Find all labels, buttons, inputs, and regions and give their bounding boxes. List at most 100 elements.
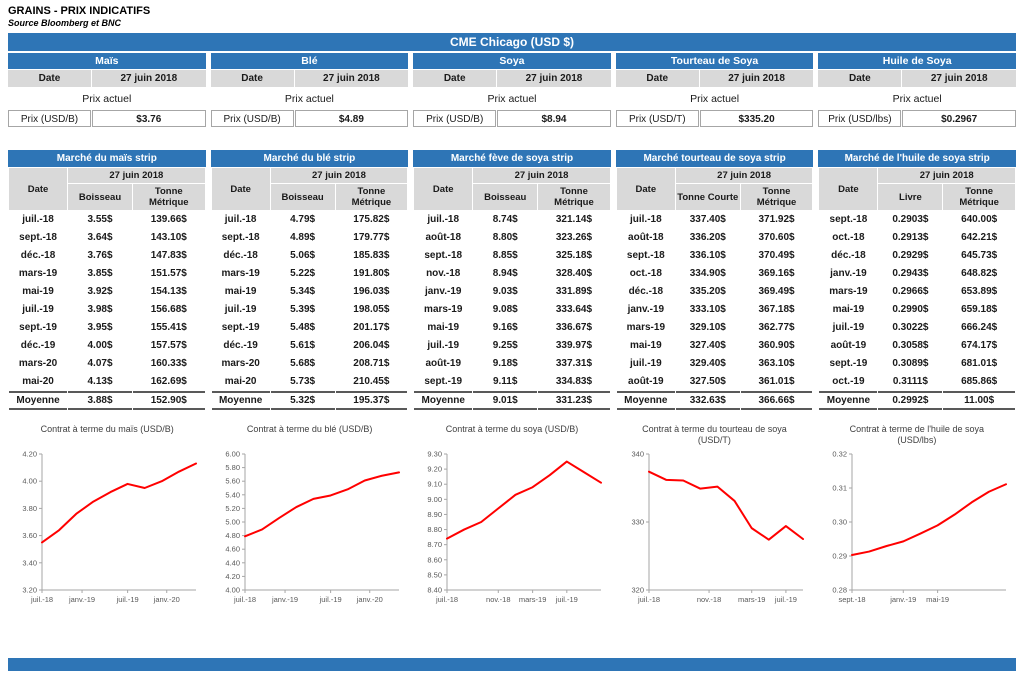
row-value: 681.01$ (943, 355, 1015, 372)
row-date: mars-20 (9, 355, 68, 372)
chart-title: Contrat à terme du soya (USD/B) (445, 424, 579, 434)
col-header-unit2: Tonne Métrique (538, 184, 610, 210)
strip-date-value: 27 juin 2018 (68, 168, 205, 183)
commodity-header: Huile de Soya (818, 53, 1016, 69)
row-value: 653.89$ (943, 283, 1015, 300)
svg-text:juil.-18: juil.-18 (30, 595, 53, 604)
moyenne-value: 5.32$ (270, 391, 335, 410)
table-row: août-19 9.18$ 337.31$ (414, 355, 610, 372)
prix-actuel-label: Prix actuel (284, 93, 334, 105)
line-chart-huile: 0.28 0.29 0.30 0.31 0.32 sept.-18 janv.-19 mai-… (832, 450, 1007, 604)
col-header-date: Date (414, 168, 473, 210)
table-row: sept.-19 0.3089$ 681.01$ (819, 355, 1015, 372)
moyenne-row: Moyenne 3.88$ 152.90$ (9, 391, 205, 410)
prix-actuel-label: Prix actuel (487, 93, 537, 105)
row-value: 155.41$ (132, 319, 205, 336)
spot-group-tourteau: Tourteau de Soya Date 27 juin 2018 Prix … (615, 53, 814, 127)
date-value: 27 juin 2018 (497, 70, 611, 87)
price-value: $335.20 (699, 110, 814, 127)
row-value: 371.92$ (740, 211, 813, 228)
row-value: 157.57$ (132, 337, 205, 354)
row-value: 337.40$ (675, 211, 740, 228)
row-date: juil.-18 (414, 211, 473, 228)
row-value: 659.18$ (943, 301, 1015, 318)
svg-text:330: 330 (632, 518, 645, 527)
row-value: 9.08$ (473, 301, 538, 318)
svg-text:0.32: 0.32 (832, 450, 847, 459)
row-date: déc.-19 (9, 337, 68, 354)
row-date: juil.-19 (819, 319, 878, 336)
row-value: 191.80$ (335, 265, 408, 282)
col-header-unit2: Tonne Métrique (335, 184, 408, 210)
moyenne-value: 3.88$ (68, 391, 132, 410)
source-note: Source Bloomberg et BNC (8, 18, 122, 28)
table-row: mars-20 5.68$ 208.71$ (211, 355, 408, 372)
chart-tourteau: Contrat à terme du tourteau de soya (USD… (615, 424, 813, 606)
prix-actuel-label: Prix actuel (82, 93, 132, 105)
row-value: 162.69$ (132, 373, 205, 390)
svg-text:mai-19: mai-19 (926, 595, 949, 604)
table-row: déc.-19 5.61$ 206.04$ (211, 337, 408, 354)
row-value: 369.49$ (740, 283, 813, 300)
col-header-unit2: Tonne Métrique (132, 184, 205, 210)
svg-text:320: 320 (632, 586, 645, 595)
price-value: $0.2967 (902, 110, 1016, 127)
row-value: 147.83$ (132, 247, 205, 264)
row-value: 685.86$ (943, 373, 1015, 390)
row-value: 645.73$ (943, 247, 1015, 264)
row-date: mars-19 (9, 265, 68, 282)
table-row: oct.-18 0.2913$ 642.21$ (819, 229, 1015, 246)
strip-title: Marché tourteau de soya strip (615, 150, 814, 167)
row-value: 336.20$ (675, 229, 740, 246)
line-chart-tourteau: 320 330 340 juil.-18 nov.-18 mars-19 juil.-19 (632, 450, 805, 604)
svg-text:4.20: 4.20 (225, 572, 240, 581)
strip-rows: juil.-18 8.74$ 321.14$ août-18 8.80$ 323.26$ s… (414, 211, 610, 390)
row-date: mars-20 (211, 355, 270, 372)
row-date: oct.-18 (616, 265, 675, 282)
row-value: 160.33$ (132, 355, 205, 372)
row-value: 185.83$ (335, 247, 408, 264)
row-date: mai-19 (9, 283, 68, 300)
row-value: 323.26$ (538, 229, 610, 246)
moyenne-value: 331.23$ (538, 391, 610, 410)
table-row: juil.-19 329.40$ 363.10$ (616, 355, 813, 372)
date-value: 27 juin 2018 (699, 70, 814, 87)
row-value: 336.10$ (675, 247, 740, 264)
table-row: mars-19 0.2966$ 653.89$ (819, 283, 1015, 300)
svg-text:janv.-19: janv.-19 (271, 595, 298, 604)
table-row: mars-19 9.08$ 333.64$ (414, 301, 610, 318)
col-header-unit1: Boisseau (270, 184, 335, 210)
table-row: déc.-18 5.06$ 185.83$ (211, 247, 408, 264)
moyenne-value: 0.2992$ (878, 391, 943, 410)
row-date: sept.-18 (9, 229, 68, 246)
row-value: 196.03$ (335, 283, 408, 300)
svg-text:janv.-19: janv.-19 (889, 595, 916, 604)
row-date: juil.-18 (211, 211, 270, 228)
row-value: 0.3022$ (878, 319, 943, 336)
row-date: juil.-18 (9, 211, 68, 228)
commodity-header: Soya (413, 53, 611, 69)
row-value: 8.94$ (473, 265, 538, 282)
row-value: 5.34$ (270, 283, 335, 300)
svg-text:juil.-18: juil.-18 (435, 595, 458, 604)
row-value: 5.39$ (270, 301, 335, 318)
moyenne-value: 332.63$ (675, 391, 740, 410)
table-row: janv.-19 333.10$ 367.18$ (616, 301, 813, 318)
row-value: 8.74$ (473, 211, 538, 228)
table-row: oct.-19 0.3111$ 685.86$ (819, 373, 1015, 390)
row-value: 339.97$ (538, 337, 610, 354)
table-row: juil.-19 3.98$ 156.68$ (9, 301, 205, 318)
svg-text:mars-19: mars-19 (738, 595, 766, 604)
strip-table: Date 27 juin 2018 Boisseau Tonne Métriqu… (211, 167, 409, 411)
row-value: 4.00$ (68, 337, 132, 354)
table-row: juil.-19 5.39$ 198.05$ (211, 301, 408, 318)
svg-text:5.20: 5.20 (225, 504, 240, 513)
row-date: sept.-19 (819, 355, 878, 372)
chart-title: Contrat à terme du blé (USD/B) (246, 424, 373, 434)
commodity-header: Tourteau de Soya (615, 53, 814, 69)
row-value: 329.10$ (675, 319, 740, 336)
table-row: juil.-19 9.25$ 339.97$ (414, 337, 610, 354)
table-row: mars-19 329.10$ 362.77$ (616, 319, 813, 336)
row-value: 3.64$ (68, 229, 132, 246)
chart-mais: Contrat à terme du maïs (USD/B) 3.20 3.40… (8, 424, 206, 606)
